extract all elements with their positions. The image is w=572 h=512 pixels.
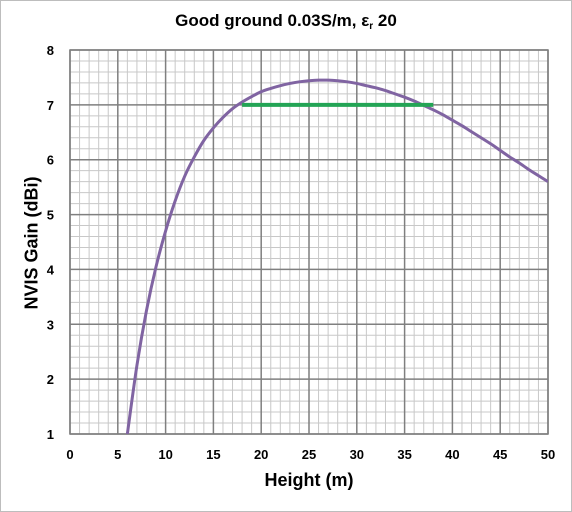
y-tick-label: 4 [47, 262, 55, 277]
x-tick-label: 50 [541, 447, 555, 462]
x-tick-label: 35 [397, 447, 411, 462]
x-tick-label: 30 [350, 447, 364, 462]
x-tick-label: 10 [158, 447, 172, 462]
y-tick-label: 8 [47, 43, 54, 58]
x-tick-label: 20 [254, 447, 268, 462]
chart-title: Good ground 0.03S/m, εr 20 [0, 11, 572, 32]
x-axis-label: Height (m) [264, 470, 354, 490]
x-tick-label: 45 [493, 447, 507, 462]
y-tick-label: 7 [47, 98, 54, 113]
x-tick-label: 15 [206, 447, 220, 462]
y-tick-label: 1 [47, 427, 54, 442]
y-tick-label: 6 [47, 153, 54, 168]
y-tick-label: 3 [47, 317, 54, 332]
chart-title-subscript: r [369, 21, 374, 32]
y-axis-label: NVIS Gain (dBi) [21, 176, 42, 310]
x-tick-label: 5 [114, 447, 121, 462]
chart-title-text: Good ground 0.03S/m, ε [175, 11, 370, 30]
x-tick-label: 25 [302, 447, 316, 462]
x-tick-label: 0 [66, 447, 73, 462]
plot-border [69, 49, 549, 435]
y-tick-label: 5 [47, 208, 54, 223]
gain-curve [125, 78, 548, 434]
chart-title-suffix: 20 [373, 11, 397, 30]
x-tick-label: 40 [445, 447, 459, 462]
y-tick-label: 2 [47, 372, 54, 387]
